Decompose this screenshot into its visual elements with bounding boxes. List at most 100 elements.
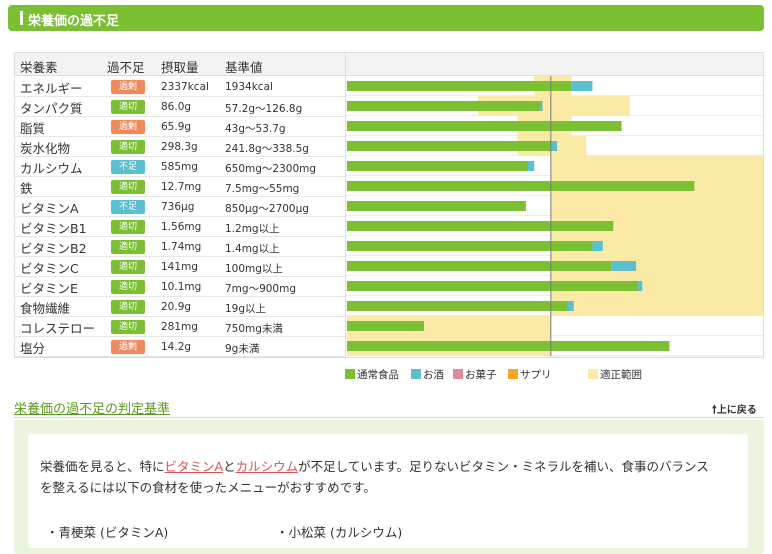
range-band <box>550 156 763 176</box>
range-band <box>550 296 763 316</box>
nutrient-name: 脂質 <box>20 121 46 136</box>
nutrient-name: ビタミンE <box>20 281 78 296</box>
reference-value: 850μg～2700μg <box>225 203 309 215</box>
status-badge: 適切 <box>111 260 145 274</box>
reference-value: 7mg～900mg <box>225 283 297 295</box>
nutrient-name: ビタミンB2 <box>20 241 87 256</box>
reference-value: 43g～53.7g <box>225 123 286 135</box>
table-row: ビタミンB2 適切 1.74mg 1.4mg以上 <box>15 237 345 257</box>
reference-value: 9g未満 <box>225 343 260 355</box>
legend-swatch <box>411 369 421 379</box>
status-badge: 過剰 <box>111 340 145 354</box>
intake-value: 298.3g <box>161 141 198 153</box>
advice-line1-post: が不足しています。足りないビタミン・ミネラルを補い、食事のバランス <box>298 459 709 474</box>
status-badge: 過剰 <box>111 120 145 134</box>
bar-segment <box>347 341 670 351</box>
nutrient-name: エネルギー <box>20 81 83 96</box>
chart-header <box>346 53 763 76</box>
bar-segment <box>347 121 622 131</box>
bar-segment <box>347 321 424 331</box>
reference-value: 7.5mg～55mg <box>225 183 300 195</box>
back-to-top-link[interactable]: 🠕上に戻る <box>712 401 757 420</box>
nutrition-chart <box>345 53 763 357</box>
table-row: 鉄 適切 12.7mg 7.5mg～55mg <box>15 177 345 197</box>
bar-segment <box>347 281 639 291</box>
table-header: 栄養素 過不足 摂取量 基準値 <box>15 53 345 76</box>
advice-line2: を整えるには以下の食材を使ったメニューがおすすめです。 <box>40 480 376 495</box>
header-status: 過不足 <box>107 60 145 75</box>
header-accent-bar <box>20 11 23 25</box>
status-badge: 適切 <box>111 240 145 254</box>
intake-value: 14.2g <box>161 341 192 353</box>
legend-label: 適正範囲 <box>600 369 642 381</box>
recommendation-item: ・小松菜 (カルシウム) <box>276 525 403 540</box>
legend-swatch <box>508 369 518 379</box>
table-row: 炭水化物 適切 298.3g 241.8g～338.5g <box>15 137 345 157</box>
reference-value: 1934kcal <box>225 81 273 93</box>
bar-segment <box>347 241 593 251</box>
nutrient-name: コレステロー <box>20 321 96 336</box>
header-reference: 基準値 <box>225 60 263 75</box>
header-nutrient: 栄養素 <box>20 60 58 75</box>
bar-segment <box>550 141 558 151</box>
recommendation-item: ・青梗菜 (ビタミンA) <box>46 525 169 540</box>
bar-segment <box>347 221 614 231</box>
bar-segment <box>347 81 572 91</box>
reference-value: 1.4mg以上 <box>225 243 280 255</box>
header-intake: 摂取量 <box>161 60 199 75</box>
status-badge: 適切 <box>111 100 145 114</box>
status-badge: 適切 <box>111 280 145 294</box>
intake-value: 10.1mg <box>161 281 202 293</box>
chart-row-separator <box>346 335 763 336</box>
reference-value: 19g以上 <box>225 303 267 315</box>
nutrient-name: カルシウム <box>20 161 83 176</box>
bar-segment <box>571 81 593 91</box>
table-row: 塩分 過剰 14.2g 9g未満 <box>15 337 345 357</box>
status-badge: 不足 <box>111 200 145 214</box>
intake-value: 12.7mg <box>161 181 202 193</box>
bar-segment <box>540 101 543 111</box>
nutrient-name: タンパク質 <box>20 101 83 116</box>
nutrient-name: 炭水化物 <box>20 141 71 156</box>
nutrient-name: ビタミンC <box>20 261 79 276</box>
intake-value: 86.0g <box>161 101 192 113</box>
status-badge: 不足 <box>111 160 145 174</box>
reference-value: 650mg～2300mg <box>225 163 317 175</box>
intake-value: 1.56mg <box>161 221 202 233</box>
range-band <box>550 196 763 216</box>
bar-segment <box>347 161 528 171</box>
criteria-link[interactable]: 栄養価の過不足の判定基準 <box>14 402 171 417</box>
advice-line1-pre: 栄養価を見ると、特に <box>40 459 165 474</box>
intake-value: 1.74mg <box>161 241 202 253</box>
nutrition-table: 栄養素 過不足 摂取量 基準値 エネルギー 過剰 2337kcal 1934kcal タ… <box>15 53 345 357</box>
back-to-top-label: 上に戻る <box>716 405 757 416</box>
chart-svg <box>346 76 763 356</box>
advice-highlight-vitamin-a[interactable]: ビタミンA <box>164 459 224 474</box>
intake-value: 281mg <box>161 321 198 333</box>
table-row: ビタミンB1 適切 1.56mg 1.2mg以上 <box>15 217 345 237</box>
nutrient-name: 鉄 <box>20 181 33 196</box>
nutrition-panel: 栄養素 過不足 摂取量 基準値 エネルギー 過剰 2337kcal 1934kcal タ… <box>14 52 764 358</box>
table-row: 食物繊維 適切 20.9g 19g以上 <box>15 297 345 317</box>
bar-segment <box>611 261 637 271</box>
intake-value: 736μg <box>161 201 195 213</box>
status-badge: 適切 <box>111 180 145 194</box>
table-row: エネルギー 過剰 2337kcal 1934kcal <box>15 77 345 97</box>
bar-segment <box>567 301 574 311</box>
section-header: 栄養価の過不足 <box>8 5 764 31</box>
intake-value: 585mg <box>161 161 198 173</box>
legend-swatch <box>453 369 463 379</box>
intake-value: 65.9g <box>161 121 192 133</box>
nutrient-name: ビタミンA <box>20 201 79 216</box>
up-arrow-icon: 🠕 <box>712 403 717 416</box>
status-badge: 適切 <box>111 220 145 234</box>
nutrient-name: 食物繊維 <box>20 301 71 316</box>
table-row: ビタミンA 不足 736μg 850μg～2700μg <box>15 197 345 217</box>
legend-swatch <box>345 369 355 379</box>
advice-box: 栄養価を見ると、特にビタミンAとカルシウムが不足しています。足りないビタミン・ミ… <box>14 420 764 554</box>
advice-text: 栄養価を見ると、特にビタミンAとカルシウムが不足しています。足りないビタミン・ミ… <box>40 456 736 498</box>
reference-value: 57.2g～126.8g <box>225 103 303 115</box>
reference-value: 750mg未満 <box>225 323 283 335</box>
advice-highlight-calcium[interactable]: カルシウム <box>235 459 299 474</box>
table-row: コレステロー 適切 281mg 750mg未満 <box>15 317 345 337</box>
